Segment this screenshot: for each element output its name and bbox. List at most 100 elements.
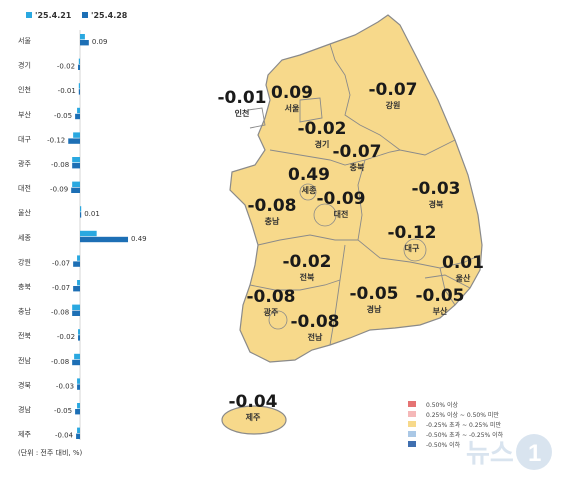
map-region-label: 충북 [350,162,365,172]
map-value-label: -0.04 [229,392,278,412]
value-label: 0.09 [92,38,108,46]
bar [72,163,80,169]
legend-swatch [408,411,416,417]
gwangju-outline [268,310,288,330]
category-label: 세종 [18,233,31,242]
bar [72,157,80,163]
bar [77,403,80,409]
bar [72,359,80,366]
legend-text: 0.25% 이상 ~ 0.50% 미만 [426,411,499,419]
legend-swatch [408,441,416,447]
category-label: 광주 [18,160,31,168]
value-label: -0.03 [56,382,74,390]
map-region-label: 경기 [315,139,330,149]
legend-swatch [82,12,88,18]
value-label: -0.04 [55,432,74,440]
map-value-label: -0.05 [416,286,465,306]
bar [73,286,80,292]
map-value-label: -0.07 [369,80,418,100]
bar [73,132,80,138]
bar [78,335,80,341]
map-region-label: 제주 [246,412,261,422]
bar [78,329,80,335]
value-label: -0.02 [57,63,75,71]
bar [73,261,80,267]
category-label: 충북 [18,282,31,291]
legend-row: -0.50% 이하 [408,439,548,449]
map-region-label: 대전 [334,209,349,219]
bar [80,212,82,218]
map-region-label: 인천 [235,108,250,118]
weekly-change-bar-chart: '25.4.21 '25.4.28 서울 0.09 경기 -0.02 인천 -0.01 부산 -0… [18,11,147,440]
map-value-label: -0.01 [218,88,267,108]
bar [80,230,97,237]
bar [75,113,80,120]
bar [77,107,80,114]
legend-text: -0.25% 초과 ~ 0.25% 미만 [426,421,502,429]
bar [77,280,80,286]
map-value-label: 0.01 [442,253,484,273]
map-region-label: 세종 [302,185,317,195]
bar [72,304,80,310]
value-label: -0.09 [50,186,68,194]
bar [77,384,80,390]
bar [74,353,80,360]
category-label: 전남 [18,356,31,365]
bar [80,34,85,40]
map-value-label: -0.09 [317,189,366,209]
map-value-label: -0.05 [350,284,399,304]
sejong-outline [299,183,317,201]
map-value-label: 0.09 [271,83,313,103]
map-region-label: 경북 [429,199,444,209]
map-region-label: 대구 [405,243,420,253]
map-value-label: -0.03 [412,179,461,199]
bar [77,255,80,261]
map-value-label: -0.07 [333,142,382,162]
legend-text: 0.50% 이상 [426,401,459,409]
map-region-label: 울산 [456,273,471,283]
map-region-label: 충남 [265,216,280,226]
map-region-label: 경남 [367,304,382,314]
bar [76,433,80,439]
category-label: 전북 [18,331,31,340]
daegu-outline [403,238,427,262]
legend-swatch [26,12,32,18]
bar [78,64,80,70]
map-region-label: 강원 [386,100,401,110]
value-label: -0.01 [58,87,76,95]
value-label: -0.05 [54,407,72,415]
map-value-label: 0.49 [288,165,330,185]
category-label: 서울 [18,36,31,45]
value-label: -0.08 [51,161,69,169]
category-label: 경남 [18,405,31,414]
news1-watermark: 뉴스 1 [466,434,552,470]
bar [80,206,82,212]
category-label: 강원 [18,257,31,266]
map-region-label: 전북 [300,272,315,282]
category-label: 대전 [18,184,31,193]
value-label: -0.08 [51,309,69,317]
jeju-island [221,405,287,435]
category-label: 충남 [18,307,31,316]
category-label: 울산 [18,208,31,217]
bar [80,236,129,243]
daejeon-outline [313,203,337,227]
map-value-label: -0.08 [248,196,297,216]
svg-text:뉴스: 뉴스 [466,438,514,468]
svg-text:1: 1 [528,440,541,467]
legend-label: '25.4.28 [91,11,128,20]
mainland-shape [229,14,483,363]
unit-note: (단위 : 전주 대비, %) [18,449,83,457]
legend-row: 0.50% 이상 [408,399,548,409]
value-label: 0.49 [131,235,147,243]
bar [77,378,80,384]
category-label: 인천 [18,85,31,94]
province-borders [247,43,481,346]
chart-legend: '25.4.21 '25.4.28 [26,11,128,20]
bar [71,187,80,193]
legend-swatch [408,401,416,407]
bar [72,310,80,316]
value-label: -0.05 [54,112,72,120]
bar [68,138,80,144]
map-value-label: -0.12 [388,223,437,243]
